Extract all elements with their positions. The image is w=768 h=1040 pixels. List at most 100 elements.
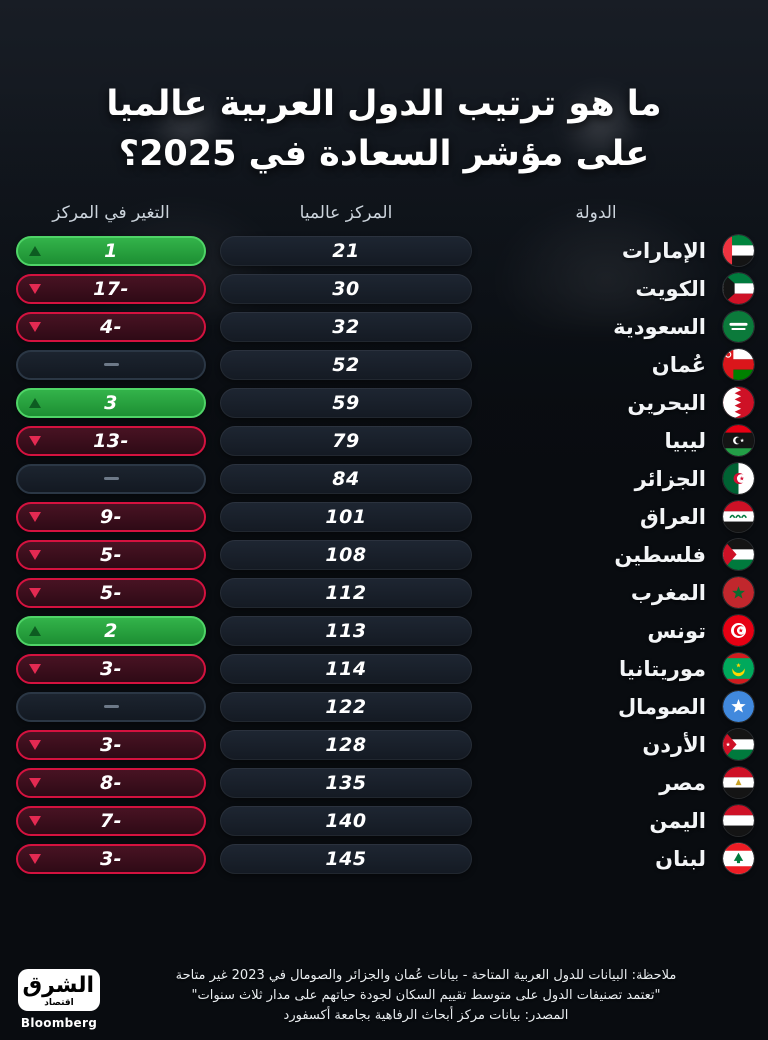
footer-note-2: "تعتمد تصنيفات الدول على متوسط تقييم الس…	[191, 987, 661, 1003]
down-arrow-icon	[29, 321, 41, 332]
rank-pill: 112	[220, 577, 472, 608]
rank-pill: 30	[220, 273, 472, 304]
country-name: عُمان	[651, 352, 706, 377]
rank-pill: 135	[220, 767, 472, 798]
title-line-2: على مؤشر السعادة في 2025؟	[118, 133, 650, 174]
change-value: -9	[99, 505, 123, 528]
rank-value: 113	[325, 619, 367, 642]
rank-pill: 21	[220, 235, 472, 266]
table-row: الإمارات 21 1	[0, 235, 768, 267]
rank-value: 21	[332, 239, 360, 262]
change-value: -3	[99, 657, 123, 680]
asharq-logo-subtext: اقتصاد	[44, 998, 74, 1008]
flag-icon-uae	[723, 235, 754, 267]
country-name: الجزائر	[634, 466, 706, 491]
flag-icon-egypt	[723, 767, 754, 799]
up-arrow-icon	[29, 625, 41, 636]
table-header-row: الدولة المركز عالميا التغير في المركز	[0, 203, 768, 223]
flag-icon-yemen	[723, 805, 754, 837]
country-name: موريتانيا	[619, 656, 706, 681]
change-value: -13	[93, 429, 129, 452]
asharq-logo-box: الشرق اقتصاد	[18, 968, 100, 1011]
change-pill: -7	[16, 805, 206, 836]
change-pill: -9	[16, 501, 206, 532]
change-value: 2	[104, 619, 118, 642]
rank-value: 101	[325, 505, 367, 528]
flag-icon-saudi	[723, 311, 754, 343]
down-arrow-icon	[29, 739, 41, 750]
table-row: الصومال 122	[0, 691, 768, 723]
change-pill: -3	[16, 843, 206, 874]
change-value: -8	[99, 771, 123, 794]
change-value: -5	[99, 543, 123, 566]
change-value: -17	[93, 277, 129, 300]
down-arrow-icon	[29, 815, 41, 826]
footer-note-3: المصدر: بيانات مركز أبحاث الرفاهية بجامع…	[283, 1007, 569, 1023]
change-pill	[16, 349, 206, 380]
country-name: السعودية	[613, 314, 706, 339]
down-arrow-icon	[29, 549, 41, 560]
change-pill: 1	[16, 235, 206, 266]
rank-pill: 122	[220, 691, 472, 722]
flag-icon-jordan	[723, 729, 754, 761]
change-pill: -3	[16, 729, 206, 760]
country-name: الكويت	[635, 276, 706, 301]
table-row: فلسطين 108 -5	[0, 539, 768, 571]
rank-value: 52	[332, 353, 360, 376]
rank-pill: 113	[220, 615, 472, 646]
change-value: -3	[99, 733, 123, 756]
rank-value: 114	[325, 657, 367, 680]
down-arrow-icon	[29, 853, 41, 864]
table-row: الأردن 128 -3	[0, 729, 768, 761]
country-name: لبنان	[655, 846, 706, 871]
change-pill: -13	[16, 425, 206, 456]
table-row: مصر 135 -8	[0, 767, 768, 799]
down-arrow-icon	[29, 587, 41, 598]
footer-notes: ملاحظة: البيانات للدول العربية المتاحة -…	[112, 966, 740, 1026]
table-row: المغرب 112 -5	[0, 577, 768, 609]
change-value: -4	[99, 315, 123, 338]
column-header-rank: المركز عالميا	[299, 203, 393, 224]
country-name: تونس	[647, 618, 706, 643]
table-row: العراق 101 -9	[0, 501, 768, 533]
asharq-bloomberg-logo: الشرق اقتصاد Bloomberg	[18, 968, 100, 1030]
flag-icon-oman	[723, 349, 754, 381]
table-row: ليبيا 79 -13	[0, 425, 768, 457]
content: ما هو ترتيب الدول العربية عالميا على مؤش…	[0, 80, 768, 875]
up-arrow-icon	[29, 245, 41, 256]
rank-pill: 79	[220, 425, 472, 456]
flag-icon-algeria	[723, 463, 754, 495]
country-name: الإمارات	[621, 238, 706, 263]
country-name: فلسطين	[614, 542, 706, 567]
footer-note-1: ملاحظة: البيانات للدول العربية المتاحة -…	[175, 967, 677, 983]
table-row: اليمن 140 -7	[0, 805, 768, 837]
rank-pill: 114	[220, 653, 472, 684]
table-row: لبنان 145 -3	[0, 843, 768, 875]
change-pill: -5	[16, 577, 206, 608]
no-change-dash-icon	[103, 477, 119, 481]
flag-icon-morocco	[723, 577, 754, 609]
change-pill: -17	[16, 273, 206, 304]
rank-pill: 59	[220, 387, 472, 418]
rank-pill: 108	[220, 539, 472, 570]
rank-pill: 52	[220, 349, 472, 380]
table-row: موريتانيا 114 -3	[0, 653, 768, 685]
page-title: ما هو ترتيب الدول العربية عالميا على مؤش…	[24, 80, 744, 179]
rank-pill: 101	[220, 501, 472, 532]
table-row: السعودية 32 -4	[0, 311, 768, 343]
change-value: -5	[99, 581, 123, 604]
rank-value: 84	[332, 467, 360, 490]
rank-pill: 84	[220, 463, 472, 494]
down-arrow-icon	[29, 777, 41, 788]
rank-value: 135	[325, 771, 367, 794]
rank-value: 140	[325, 809, 367, 832]
no-change-dash-icon	[103, 363, 119, 367]
country-name: ليبيا	[664, 428, 707, 453]
rank-value: 112	[325, 581, 367, 604]
flag-icon-palestine	[723, 539, 754, 571]
change-pill: 2	[16, 615, 206, 646]
rank-pill: 145	[220, 843, 472, 874]
flag-icon-mauritania	[723, 653, 754, 685]
flag-icon-somalia	[723, 691, 754, 723]
rank-pill: 140	[220, 805, 472, 836]
